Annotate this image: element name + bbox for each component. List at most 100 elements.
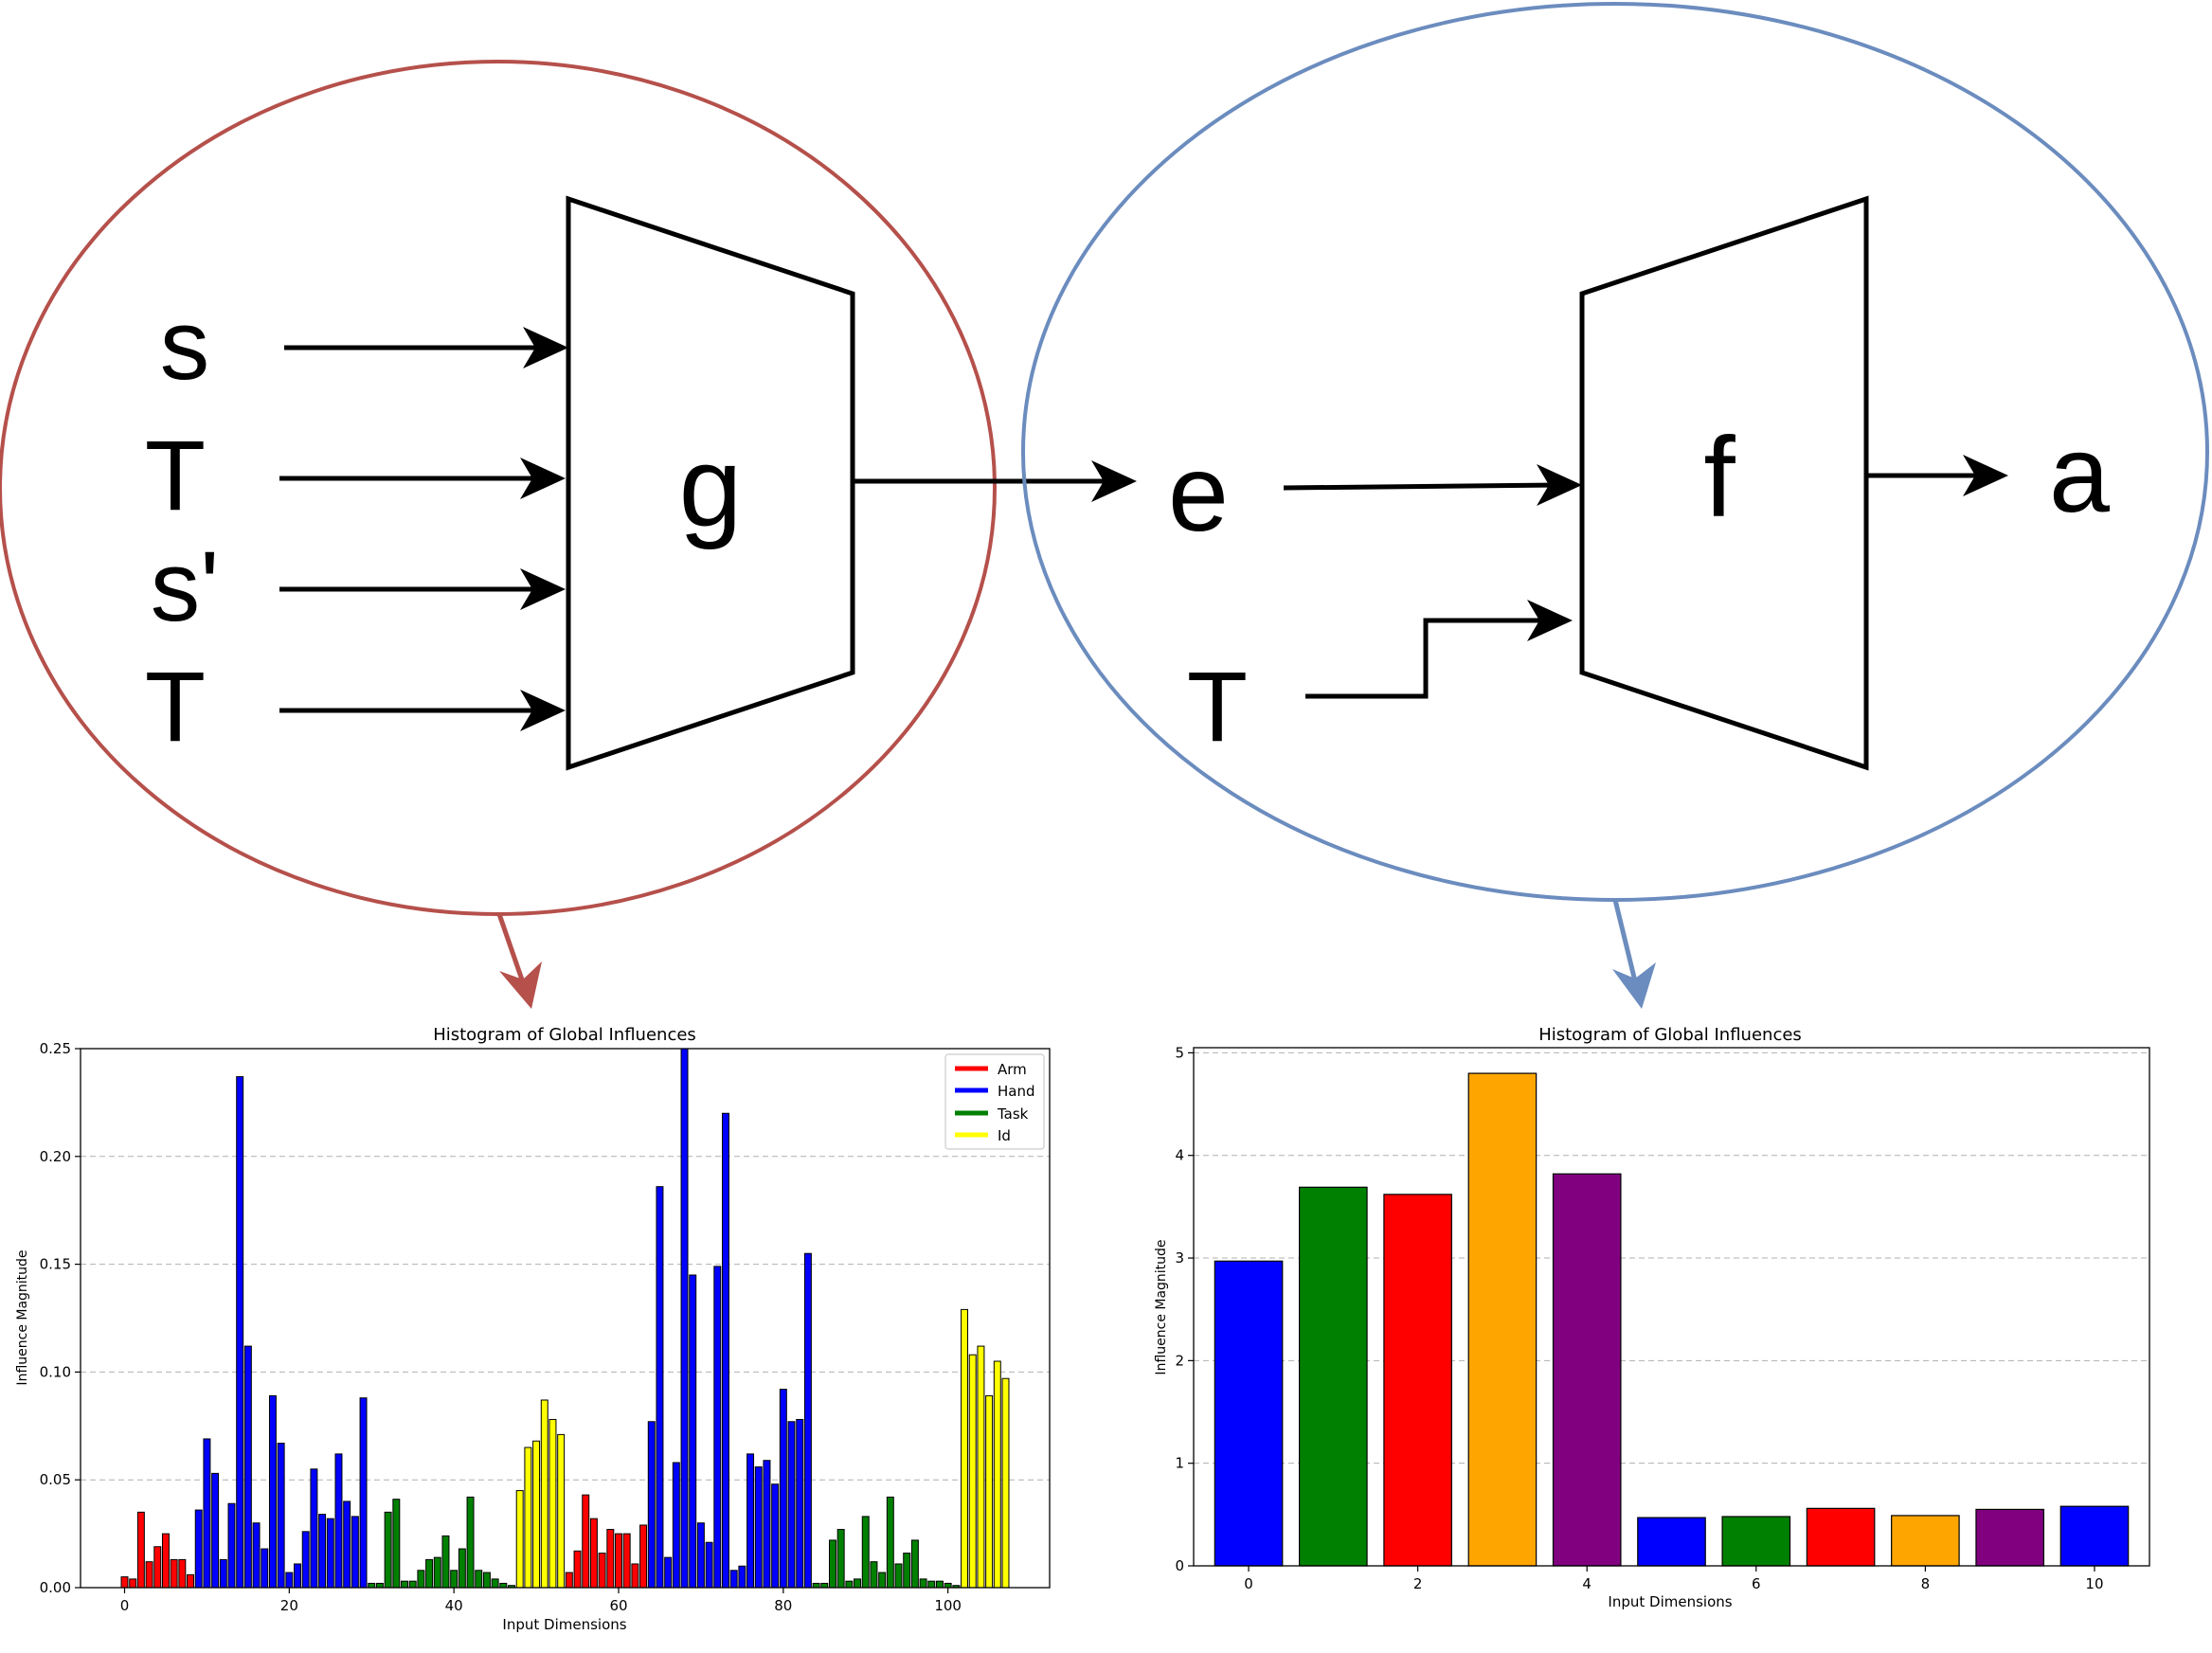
bar bbox=[1975, 1508, 2044, 1567]
bar bbox=[294, 1563, 301, 1589]
bar bbox=[1214, 1260, 1284, 1567]
bar bbox=[961, 1308, 969, 1589]
bar bbox=[136, 1511, 145, 1589]
bar bbox=[491, 1578, 499, 1589]
bar bbox=[1299, 1186, 1368, 1567]
bar bbox=[277, 1443, 285, 1589]
bar bbox=[187, 1573, 195, 1589]
diagram: g s T s' T f e bbox=[0, 2, 2209, 1009]
y-tick-label: 0.15 bbox=[40, 1256, 71, 1273]
input-label-t2: T bbox=[145, 652, 206, 763]
y-tick-label: 0 bbox=[1175, 1557, 1184, 1574]
output-label-a: a bbox=[2049, 414, 2110, 535]
bar bbox=[812, 1582, 820, 1589]
chart-left-xlabel: Input Dimensions bbox=[502, 1616, 626, 1633]
bar bbox=[549, 1418, 557, 1589]
y-tick-label: 0.00 bbox=[40, 1579, 71, 1596]
chart-left-x-ticks: 0 20 40 60 80 100 bbox=[120, 1588, 962, 1614]
chart-right-x-ticks: 0 2 4 6 8 10 bbox=[1244, 1566, 2104, 1592]
bar bbox=[854, 1578, 862, 1589]
bar bbox=[894, 1563, 903, 1589]
input-arrows bbox=[279, 327, 568, 731]
bar bbox=[903, 1553, 911, 1589]
bar bbox=[515, 1490, 524, 1589]
input-label-t-policy: T bbox=[1187, 652, 1248, 763]
bar bbox=[647, 1421, 656, 1589]
y-tick-label: 0.10 bbox=[40, 1363, 71, 1380]
bar bbox=[680, 1048, 689, 1589]
bar bbox=[861, 1516, 870, 1589]
bar bbox=[2059, 1505, 2130, 1567]
bar bbox=[606, 1529, 615, 1589]
y-tick-label: 4 bbox=[1175, 1147, 1184, 1164]
x-tick-label: 80 bbox=[774, 1597, 792, 1614]
chart-left-legend: Arm Hand Task Id bbox=[944, 1053, 1045, 1150]
bar bbox=[318, 1514, 327, 1589]
bar bbox=[532, 1440, 541, 1589]
chart-left-title: Histogram of Global Influences bbox=[433, 1025, 696, 1045]
encoder-block-g bbox=[566, 195, 855, 771]
bar bbox=[968, 1354, 977, 1589]
x-tick-label: 2 bbox=[1413, 1575, 1423, 1592]
bar bbox=[1383, 1194, 1452, 1567]
bar bbox=[870, 1561, 878, 1589]
legend-label-arm: Arm bbox=[998, 1061, 1027, 1078]
bar bbox=[375, 1582, 384, 1589]
chart-left-grid bbox=[81, 1048, 1050, 1481]
bar bbox=[170, 1558, 178, 1589]
bar bbox=[285, 1572, 294, 1589]
input-label-s: s bbox=[160, 290, 210, 401]
policy-group: f e T a bbox=[1021, 2, 2209, 902]
bar bbox=[227, 1502, 236, 1589]
bar bbox=[326, 1518, 334, 1589]
bar bbox=[129, 1578, 137, 1589]
bar bbox=[243, 1345, 252, 1589]
chart-right: Histogram of Global Influences 0 2 4 6 8 10 0… bbox=[1154, 1025, 2150, 1610]
bar bbox=[738, 1565, 746, 1589]
legend-label-hand: Hand bbox=[998, 1083, 1035, 1100]
input-label-t1: T bbox=[145, 421, 206, 531]
chart-left: Histogram of Global Influences 0 20 40 60 80… bbox=[15, 1025, 1051, 1633]
bar bbox=[935, 1580, 944, 1589]
bar bbox=[236, 1076, 244, 1589]
x-tick-label: 40 bbox=[445, 1597, 463, 1614]
chart-right-xlabel: Input Dimensions bbox=[1608, 1593, 1732, 1610]
bar bbox=[696, 1522, 705, 1589]
bar bbox=[482, 1572, 491, 1589]
bar bbox=[261, 1548, 269, 1589]
x-tick-label: 6 bbox=[1752, 1575, 1761, 1592]
policy-block-f bbox=[1579, 195, 1869, 771]
bar bbox=[656, 1186, 664, 1589]
embedding-label-e: e bbox=[1168, 433, 1229, 554]
bar bbox=[845, 1580, 854, 1589]
encoder-group: g s T s' T bbox=[0, 60, 997, 916]
legend-label-id: Id bbox=[998, 1127, 1011, 1144]
bar bbox=[310, 1468, 318, 1589]
x-tick-label: 0 bbox=[120, 1597, 130, 1614]
y-tick-label: 0.05 bbox=[40, 1471, 71, 1488]
bar bbox=[705, 1541, 713, 1589]
bar bbox=[1467, 1072, 1538, 1567]
bar bbox=[803, 1252, 812, 1589]
bar bbox=[178, 1558, 187, 1589]
bar bbox=[252, 1522, 261, 1589]
bar bbox=[631, 1563, 639, 1589]
bar bbox=[763, 1460, 771, 1589]
bar bbox=[120, 1576, 129, 1589]
bar bbox=[153, 1546, 162, 1589]
chart-left-y-ticks: 0.00 0.05 0.10 0.15 0.20 0.25 bbox=[40, 1040, 81, 1596]
arrow-g-to-e bbox=[853, 460, 1137, 502]
chart-left-bars bbox=[120, 1048, 1010, 1589]
legend-frame bbox=[944, 1053, 1045, 1150]
bar bbox=[351, 1516, 359, 1589]
bar bbox=[433, 1556, 441, 1589]
chart-left-ylabel: Influence Magnitude bbox=[15, 1249, 30, 1385]
bar bbox=[944, 1582, 952, 1589]
bar bbox=[392, 1499, 401, 1589]
bar bbox=[910, 1539, 919, 1589]
bar bbox=[1552, 1173, 1622, 1567]
y-tick-label: 3 bbox=[1175, 1249, 1184, 1267]
x-tick-label: 100 bbox=[934, 1597, 962, 1614]
bar bbox=[194, 1509, 203, 1589]
y-tick-label: 0.20 bbox=[40, 1148, 71, 1165]
